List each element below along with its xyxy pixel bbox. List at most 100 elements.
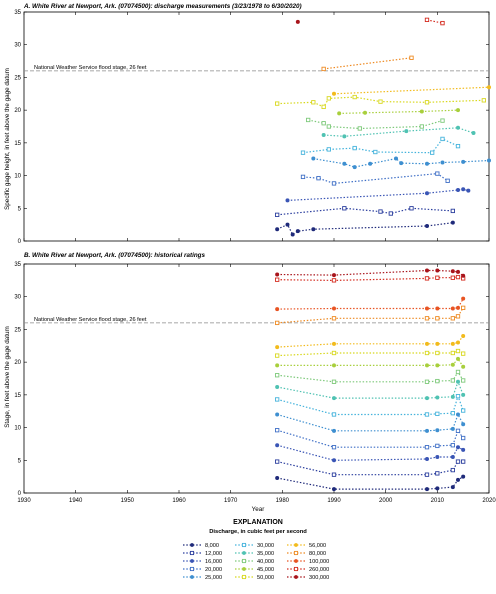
data-point-16,000 <box>425 191 429 196</box>
data-point-35,000 <box>450 394 455 399</box>
data-point-56,000 <box>332 91 336 96</box>
data-point-25,000 <box>456 412 460 417</box>
data-point-20,000 <box>424 445 430 450</box>
data-point-20,000 <box>450 443 455 448</box>
data-point-25,000 <box>399 161 404 166</box>
x-tick-label: 2010 <box>431 498 445 504</box>
panel-a-y-tick-label: 15 <box>14 141 21 147</box>
panel-b-y-axis-label: Stage, in feet above the gage datum <box>4 326 11 428</box>
data-point-12,000 <box>331 472 337 477</box>
series-line-45,000 <box>277 357 464 368</box>
data-point-20,000 <box>461 435 466 441</box>
data-point-50,000 <box>450 350 455 356</box>
legend-label-12,000: 12,000 <box>205 551 222 557</box>
x-tick-label: 2020 <box>482 498 496 504</box>
data-point-40,000 <box>450 378 455 383</box>
panel-a-axes: 0 5 10 15 20 25 30 35 <box>14 10 490 245</box>
data-point-25,000 <box>487 158 491 163</box>
legend-marker-260,000 <box>293 566 299 572</box>
x-tick-label: 1930 <box>17 498 31 504</box>
x-tick-label: 1980 <box>276 498 290 504</box>
legend-marker-45,000 <box>242 567 246 571</box>
data-point-56,000 <box>332 341 336 346</box>
legend-marker-30,000 <box>241 542 247 548</box>
data-point-100,000 <box>461 296 466 301</box>
panel-a-y-axis-label: Specific gage height, in feet above the … <box>4 68 11 210</box>
data-point-8,000 <box>332 487 336 492</box>
data-point-260,000 <box>275 277 280 282</box>
panel-a-data <box>275 17 491 237</box>
data-point-25,000 <box>440 160 445 165</box>
data-point-260,000 <box>331 278 337 283</box>
data-point-80,000 <box>450 316 455 321</box>
data-point-45,000 <box>425 363 429 368</box>
data-point-56,000 <box>425 341 429 346</box>
x-tick-label: 1940 <box>69 498 83 504</box>
data-point-12,000 <box>388 211 393 216</box>
data-point-25,000 <box>435 428 440 433</box>
data-point-45,000 <box>450 362 455 367</box>
data-point-50,000 <box>481 98 486 103</box>
data-point-12,000 <box>378 209 383 214</box>
data-point-50,000 <box>461 351 466 356</box>
legend-marker-40,000 <box>241 558 247 564</box>
data-point-50,000 <box>352 94 357 100</box>
data-point-50,000 <box>275 353 280 358</box>
data-point-16,000 <box>285 198 290 203</box>
x-tick-label: 2000 <box>379 498 393 504</box>
series-line-25,000 <box>313 157 490 168</box>
data-point-25,000 <box>461 159 466 164</box>
data-point-40,000 <box>461 378 466 383</box>
data-point-30,000 <box>430 150 435 155</box>
data-point-80,000 <box>424 316 430 321</box>
data-point-300,000 <box>295 19 300 24</box>
data-point-16,000 <box>425 456 429 461</box>
panel-a: A. White River at Newport, Ark. (0707450… <box>4 3 491 245</box>
legend-label-56,000: 56,000 <box>309 543 326 549</box>
data-point-260,000 <box>424 17 430 23</box>
data-point-100,000 <box>450 306 455 311</box>
data-point-56,000 <box>461 333 466 338</box>
data-point-12,000 <box>342 206 347 211</box>
series-line-300,000 <box>277 269 464 277</box>
data-point-20,000 <box>331 181 337 186</box>
panel-b-y-tick-label: 20 <box>14 360 21 366</box>
data-point-260,000 <box>424 276 430 281</box>
legend: EXPLANATION Discharge, in cubic feet per… <box>183 519 329 581</box>
data-point-8,000 <box>435 486 440 491</box>
series-line-25,000 <box>277 413 464 432</box>
data-point-50,000 <box>321 104 326 110</box>
data-point-30,000 <box>373 149 378 155</box>
legend-label-25,000: 25,000 <box>205 575 222 581</box>
data-point-260,000 <box>440 20 445 26</box>
legend-subtitle: Discharge, in cubic feet per second <box>209 529 307 535</box>
data-point-30,000 <box>352 145 357 151</box>
panel-b-y-tick-label: 0 <box>18 491 22 497</box>
data-point-80,000 <box>461 305 466 310</box>
data-point-30,000 <box>455 143 461 149</box>
data-point-8,000 <box>290 232 295 237</box>
data-point-20,000 <box>300 174 306 180</box>
data-point-40,000 <box>419 124 424 129</box>
data-point-35,000 <box>332 396 336 401</box>
data-point-35,000 <box>461 392 466 397</box>
data-point-12,000 <box>409 206 414 211</box>
legend-label-50,000: 50,000 <box>257 575 274 581</box>
data-point-56,000 <box>487 85 491 90</box>
data-point-35,000 <box>404 129 409 134</box>
series-line-16,000 <box>287 188 469 201</box>
data-point-40,000 <box>440 118 445 123</box>
data-point-50,000 <box>455 348 461 354</box>
x-tick-label: 1990 <box>327 498 341 504</box>
legend-label-20,000: 20,000 <box>205 567 222 573</box>
series-line-56,000 <box>333 86 490 95</box>
data-point-40,000 <box>357 126 362 131</box>
legend-title: EXPLANATION <box>233 519 283 526</box>
data-point-16,000 <box>332 458 336 463</box>
data-point-8,000 <box>450 220 455 225</box>
data-point-56,000 <box>450 341 455 346</box>
data-point-300,000 <box>332 273 336 278</box>
data-point-40,000 <box>275 373 280 378</box>
panel-a-y-tick-label: 5 <box>18 206 22 212</box>
data-point-300,000 <box>450 269 455 274</box>
